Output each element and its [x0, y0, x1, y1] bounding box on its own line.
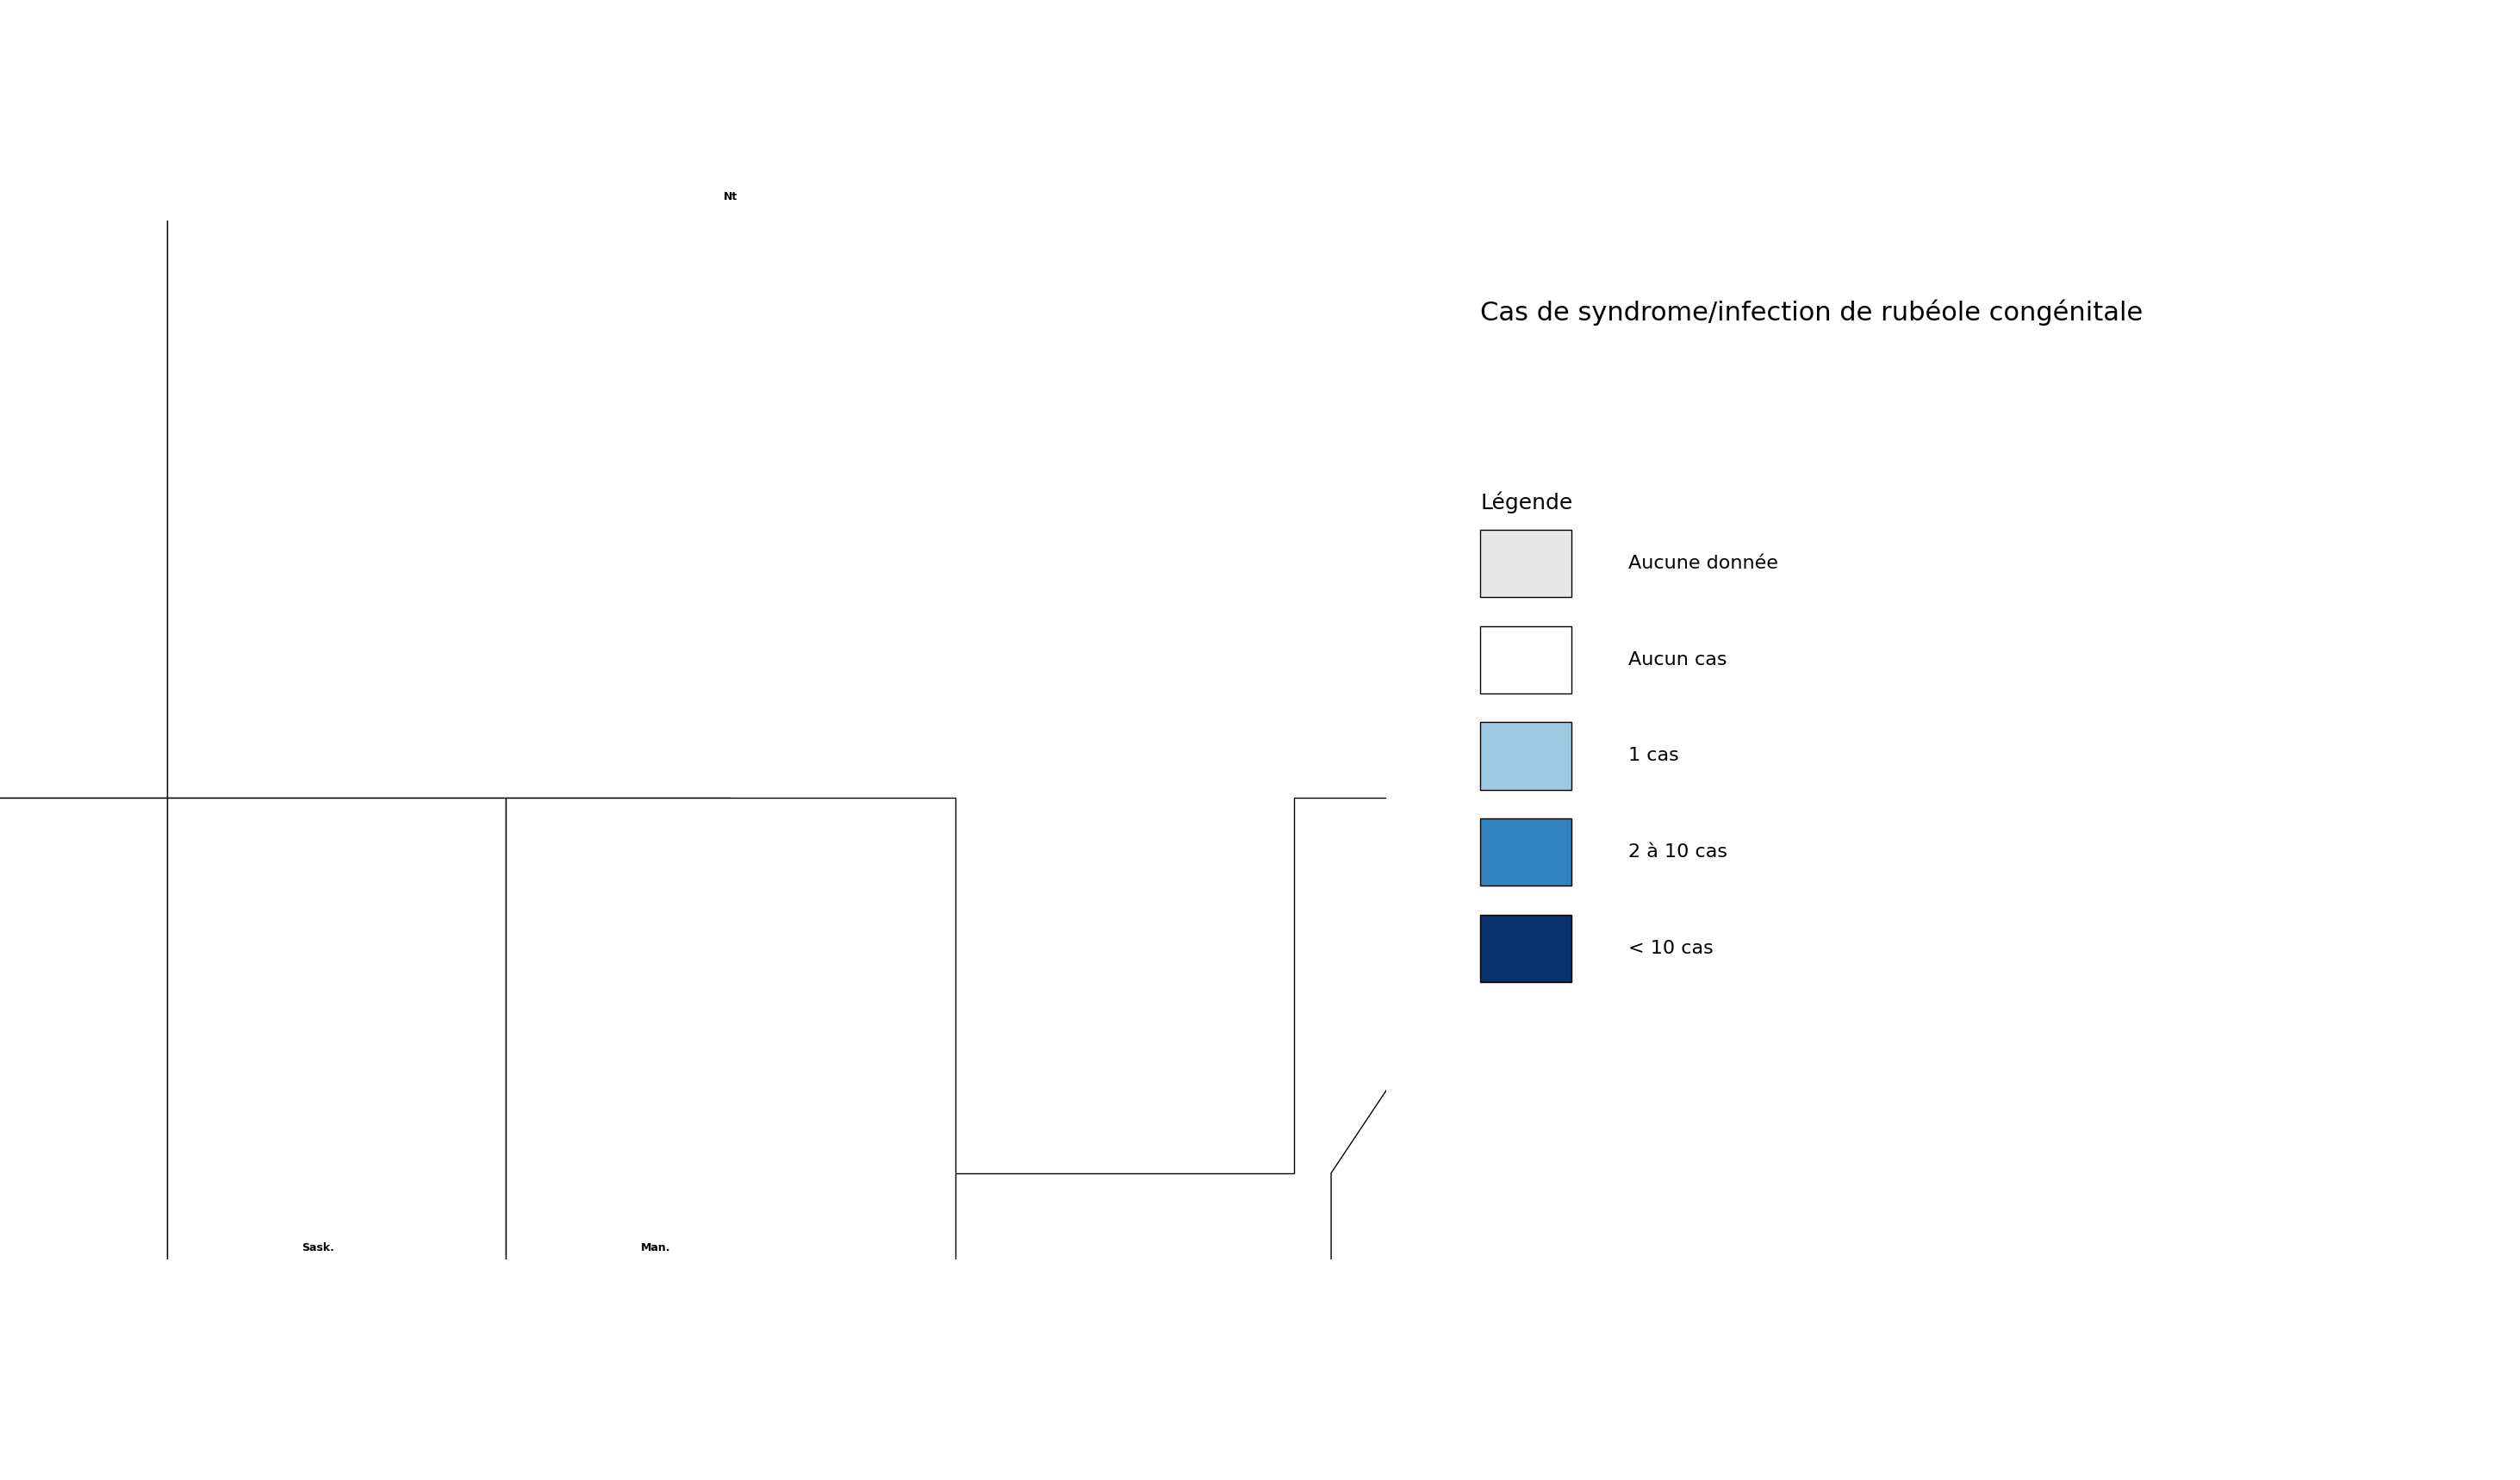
Polygon shape	[507, 798, 955, 1480]
Polygon shape	[0, 798, 166, 1480]
Polygon shape	[1331, 947, 1895, 1480]
Polygon shape	[166, 798, 507, 1480]
Polygon shape	[1782, 1323, 2308, 1480]
Text: Légende: Légende	[1482, 491, 1572, 514]
FancyBboxPatch shape	[1482, 530, 1572, 596]
FancyBboxPatch shape	[1482, 915, 1572, 983]
Polygon shape	[731, 1323, 1520, 1480]
Text: 2 à 10 cas: 2 à 10 cas	[1628, 844, 1726, 861]
Polygon shape	[166, 0, 1857, 1174]
Polygon shape	[18, 1436, 166, 1480]
Text: Cas de syndrome/infection de rubéole congénitale: Cas de syndrome/infection de rubéole con…	[1482, 299, 2142, 326]
FancyBboxPatch shape	[1482, 722, 1572, 789]
Text: Nt: Nt	[723, 191, 738, 203]
Text: Aucune donnée: Aucune donnée	[1628, 555, 1777, 573]
Polygon shape	[0, 0, 166, 798]
Text: < 10 cas: < 10 cas	[1628, 940, 1714, 958]
Text: Sask.: Sask.	[302, 1243, 335, 1254]
Text: 1 cas: 1 cas	[1628, 747, 1678, 765]
Text: Man.: Man.	[640, 1243, 670, 1254]
FancyBboxPatch shape	[1482, 818, 1572, 885]
Text: Aucun cas: Aucun cas	[1628, 651, 1726, 669]
FancyBboxPatch shape	[1482, 626, 1572, 693]
